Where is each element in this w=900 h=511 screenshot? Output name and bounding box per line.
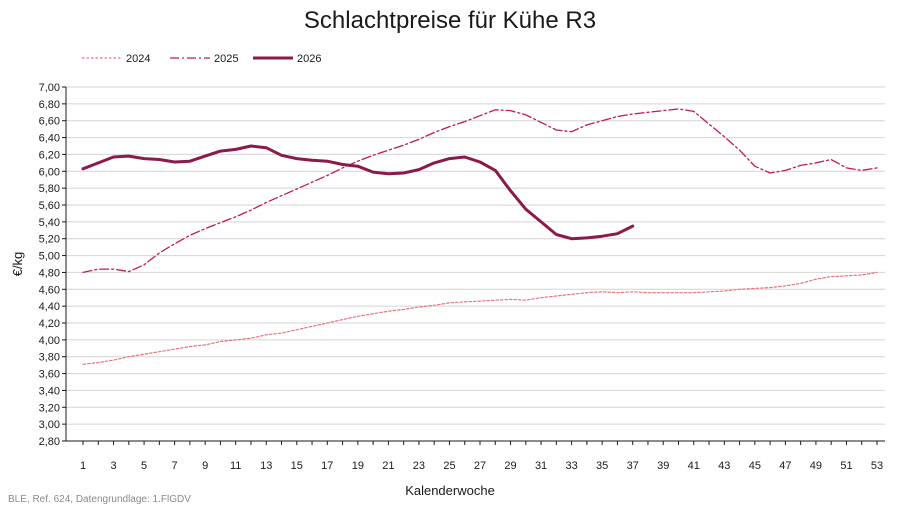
y-tick-label: 4,80	[39, 267, 60, 279]
y-tick-label: 3,80	[39, 352, 60, 364]
x-tick-label: 5	[141, 460, 147, 472]
y-tick-label: 5,00	[39, 251, 60, 263]
x-tick-label: 51	[840, 460, 852, 472]
y-tick-label: 5,40	[39, 217, 60, 229]
x-tick-label: 29	[504, 460, 516, 472]
x-tick-label: 31	[535, 460, 547, 472]
x-tick-label: 9	[202, 460, 208, 472]
y-tick-label: 4,60	[39, 284, 60, 296]
y-tick-label: 4,40	[39, 301, 60, 313]
legend-label-2026: 2026	[297, 53, 321, 65]
grid-lines	[66, 86, 885, 442]
x-tick-label: 27	[474, 460, 486, 472]
x-tick-label: 47	[779, 460, 791, 472]
x-tick-label: 25	[443, 460, 455, 472]
x-tick-label: 3	[110, 460, 116, 472]
series-line-2024	[82, 271, 878, 365]
x-tick-label: 39	[657, 460, 669, 472]
series-line-2026	[81, 144, 635, 241]
x-tick-label: 15	[291, 460, 303, 472]
x-tick-label: 33	[565, 460, 577, 472]
y-tick-label: 7,00	[39, 82, 60, 94]
y-tick-label: 5,20	[39, 234, 60, 246]
x-tick-label: 1	[80, 460, 86, 472]
x-tick-label: 19	[352, 460, 364, 472]
y-tick-label: 3,60	[39, 369, 60, 381]
x-axis: 1 3 5 7 9 11 13 15 17 19 21 23 25 27 29 31 33 35 37 39 41 43 4…	[66, 440, 885, 472]
y-tick-label: 6,60	[39, 116, 60, 128]
y-tick-label: 6,20	[39, 149, 60, 161]
y-tick-label: 4,20	[39, 318, 60, 330]
x-axis-label: Kalenderwoche	[405, 483, 495, 498]
x-tick-label: 49	[810, 460, 822, 472]
x-tick-label: 35	[596, 460, 608, 472]
legend: 2024 2025 2026	[82, 53, 321, 65]
legend-label-2025: 2025	[214, 53, 238, 65]
chart-title: Schlachtpreise für Kühe R3	[304, 7, 596, 34]
y-tick-label: 6,40	[39, 133, 60, 145]
x-tick-label: 17	[321, 460, 333, 472]
y-tick-label: 2,80	[39, 436, 60, 448]
y-tick-label: 5,60	[39, 200, 60, 212]
legend-label-2024: 2024	[126, 53, 150, 65]
y-axis-label: €/kg	[10, 252, 25, 277]
x-tick-label: 37	[627, 460, 639, 472]
series-line-2025	[82, 108, 878, 274]
y-tick-label: 3,40	[39, 385, 60, 397]
x-tick-label: 41	[688, 460, 700, 472]
x-tick-label: 7	[172, 460, 178, 472]
y-tick-label: 6,80	[39, 99, 60, 111]
x-tick-label: 11	[230, 460, 241, 472]
x-tick-label: 21	[382, 460, 394, 472]
x-tick-label: 23	[413, 460, 425, 472]
y-axis: 2,80 3,00 3,20 3,40 3,60 3,80 4,00 4,20 4,40 4,60…	[39, 82, 67, 448]
x-tick-label: 13	[260, 460, 272, 472]
x-tick-label: 43	[718, 460, 730, 472]
series-lines	[81, 108, 878, 365]
y-tick-label: 3,20	[39, 402, 60, 414]
y-tick-label: 5,80	[39, 183, 60, 195]
y-tick-label: 3,00	[39, 419, 60, 431]
x-tick-label: 53	[871, 460, 883, 472]
source-note: BLE, Ref. 624, Datengrundlage: 1.FlGDV	[8, 494, 191, 505]
x-tick-label: 45	[749, 460, 761, 472]
y-tick-label: 6,00	[39, 166, 60, 178]
y-tick-label: 4,00	[39, 335, 60, 347]
